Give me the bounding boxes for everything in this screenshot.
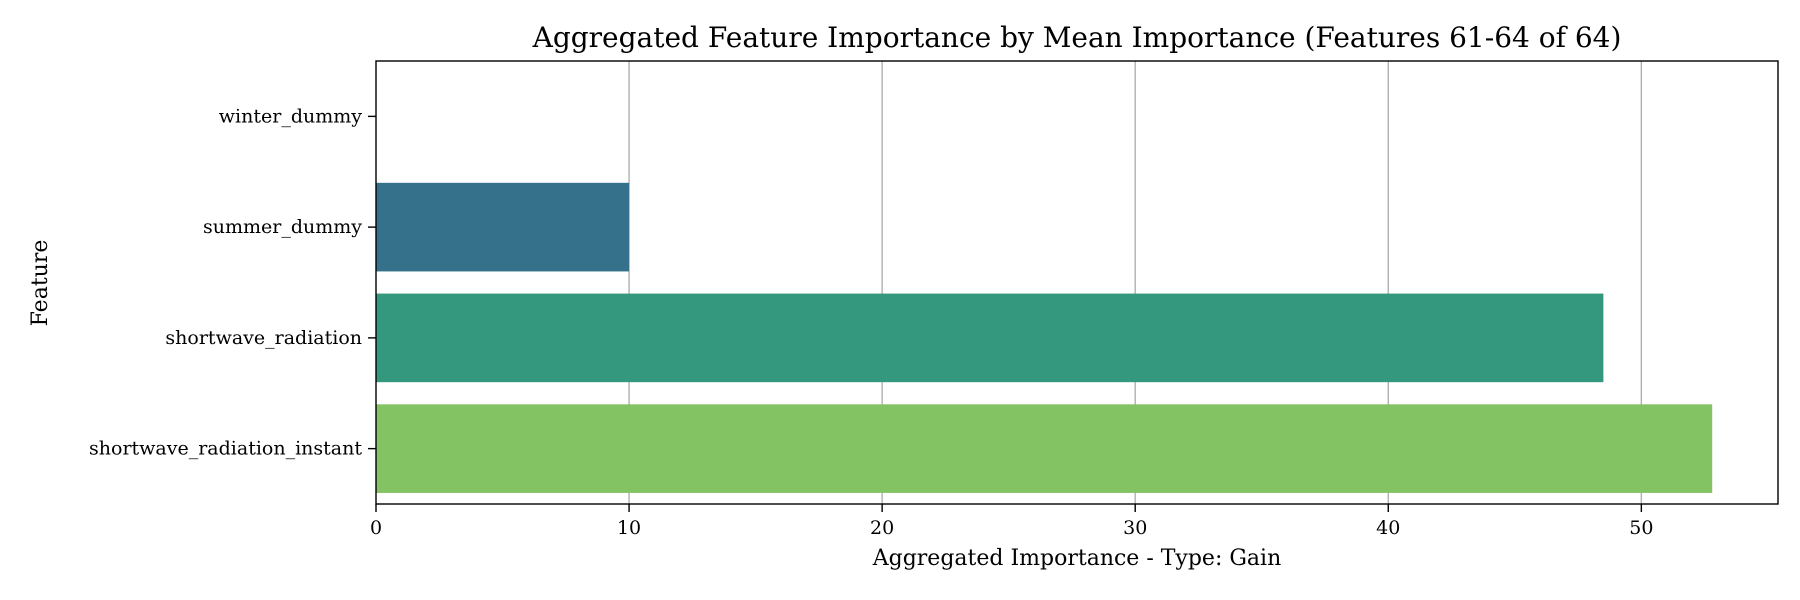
y-tick-label: shortwave_radiation_instant xyxy=(89,438,362,460)
x-tick-label: 10 xyxy=(617,517,641,539)
bar-shortwave-radiation-instant xyxy=(376,404,1713,493)
x-tick-label: 50 xyxy=(1629,517,1653,539)
y-axis-ticks: winter_dummy summer_dummy shortwave_radiat… xyxy=(89,105,376,460)
y-axis-label: Feature xyxy=(28,240,53,327)
chart-title: Aggregated Feature Importance by Mean Im… xyxy=(532,21,1622,54)
x-axis-ticks: 0 10 20 30 40 50 xyxy=(370,504,1653,539)
y-tick-label: winter_dummy xyxy=(219,105,362,127)
x-tick-label: 20 xyxy=(870,517,894,539)
bars xyxy=(376,182,1713,493)
bar-shortwave-radiation xyxy=(376,293,1604,383)
x-tick-label: 40 xyxy=(1376,517,1400,539)
y-tick-label: summer_dummy xyxy=(203,216,362,238)
x-axis-label: Aggregated Importance - Type: Gain xyxy=(872,546,1282,571)
y-tick-label: shortwave_radiation xyxy=(165,327,362,349)
x-tick-label: 30 xyxy=(1123,517,1147,539)
bar-summer-dummy xyxy=(376,182,630,272)
x-tick-label: 0 xyxy=(370,517,382,539)
plot-frame xyxy=(375,60,1779,505)
